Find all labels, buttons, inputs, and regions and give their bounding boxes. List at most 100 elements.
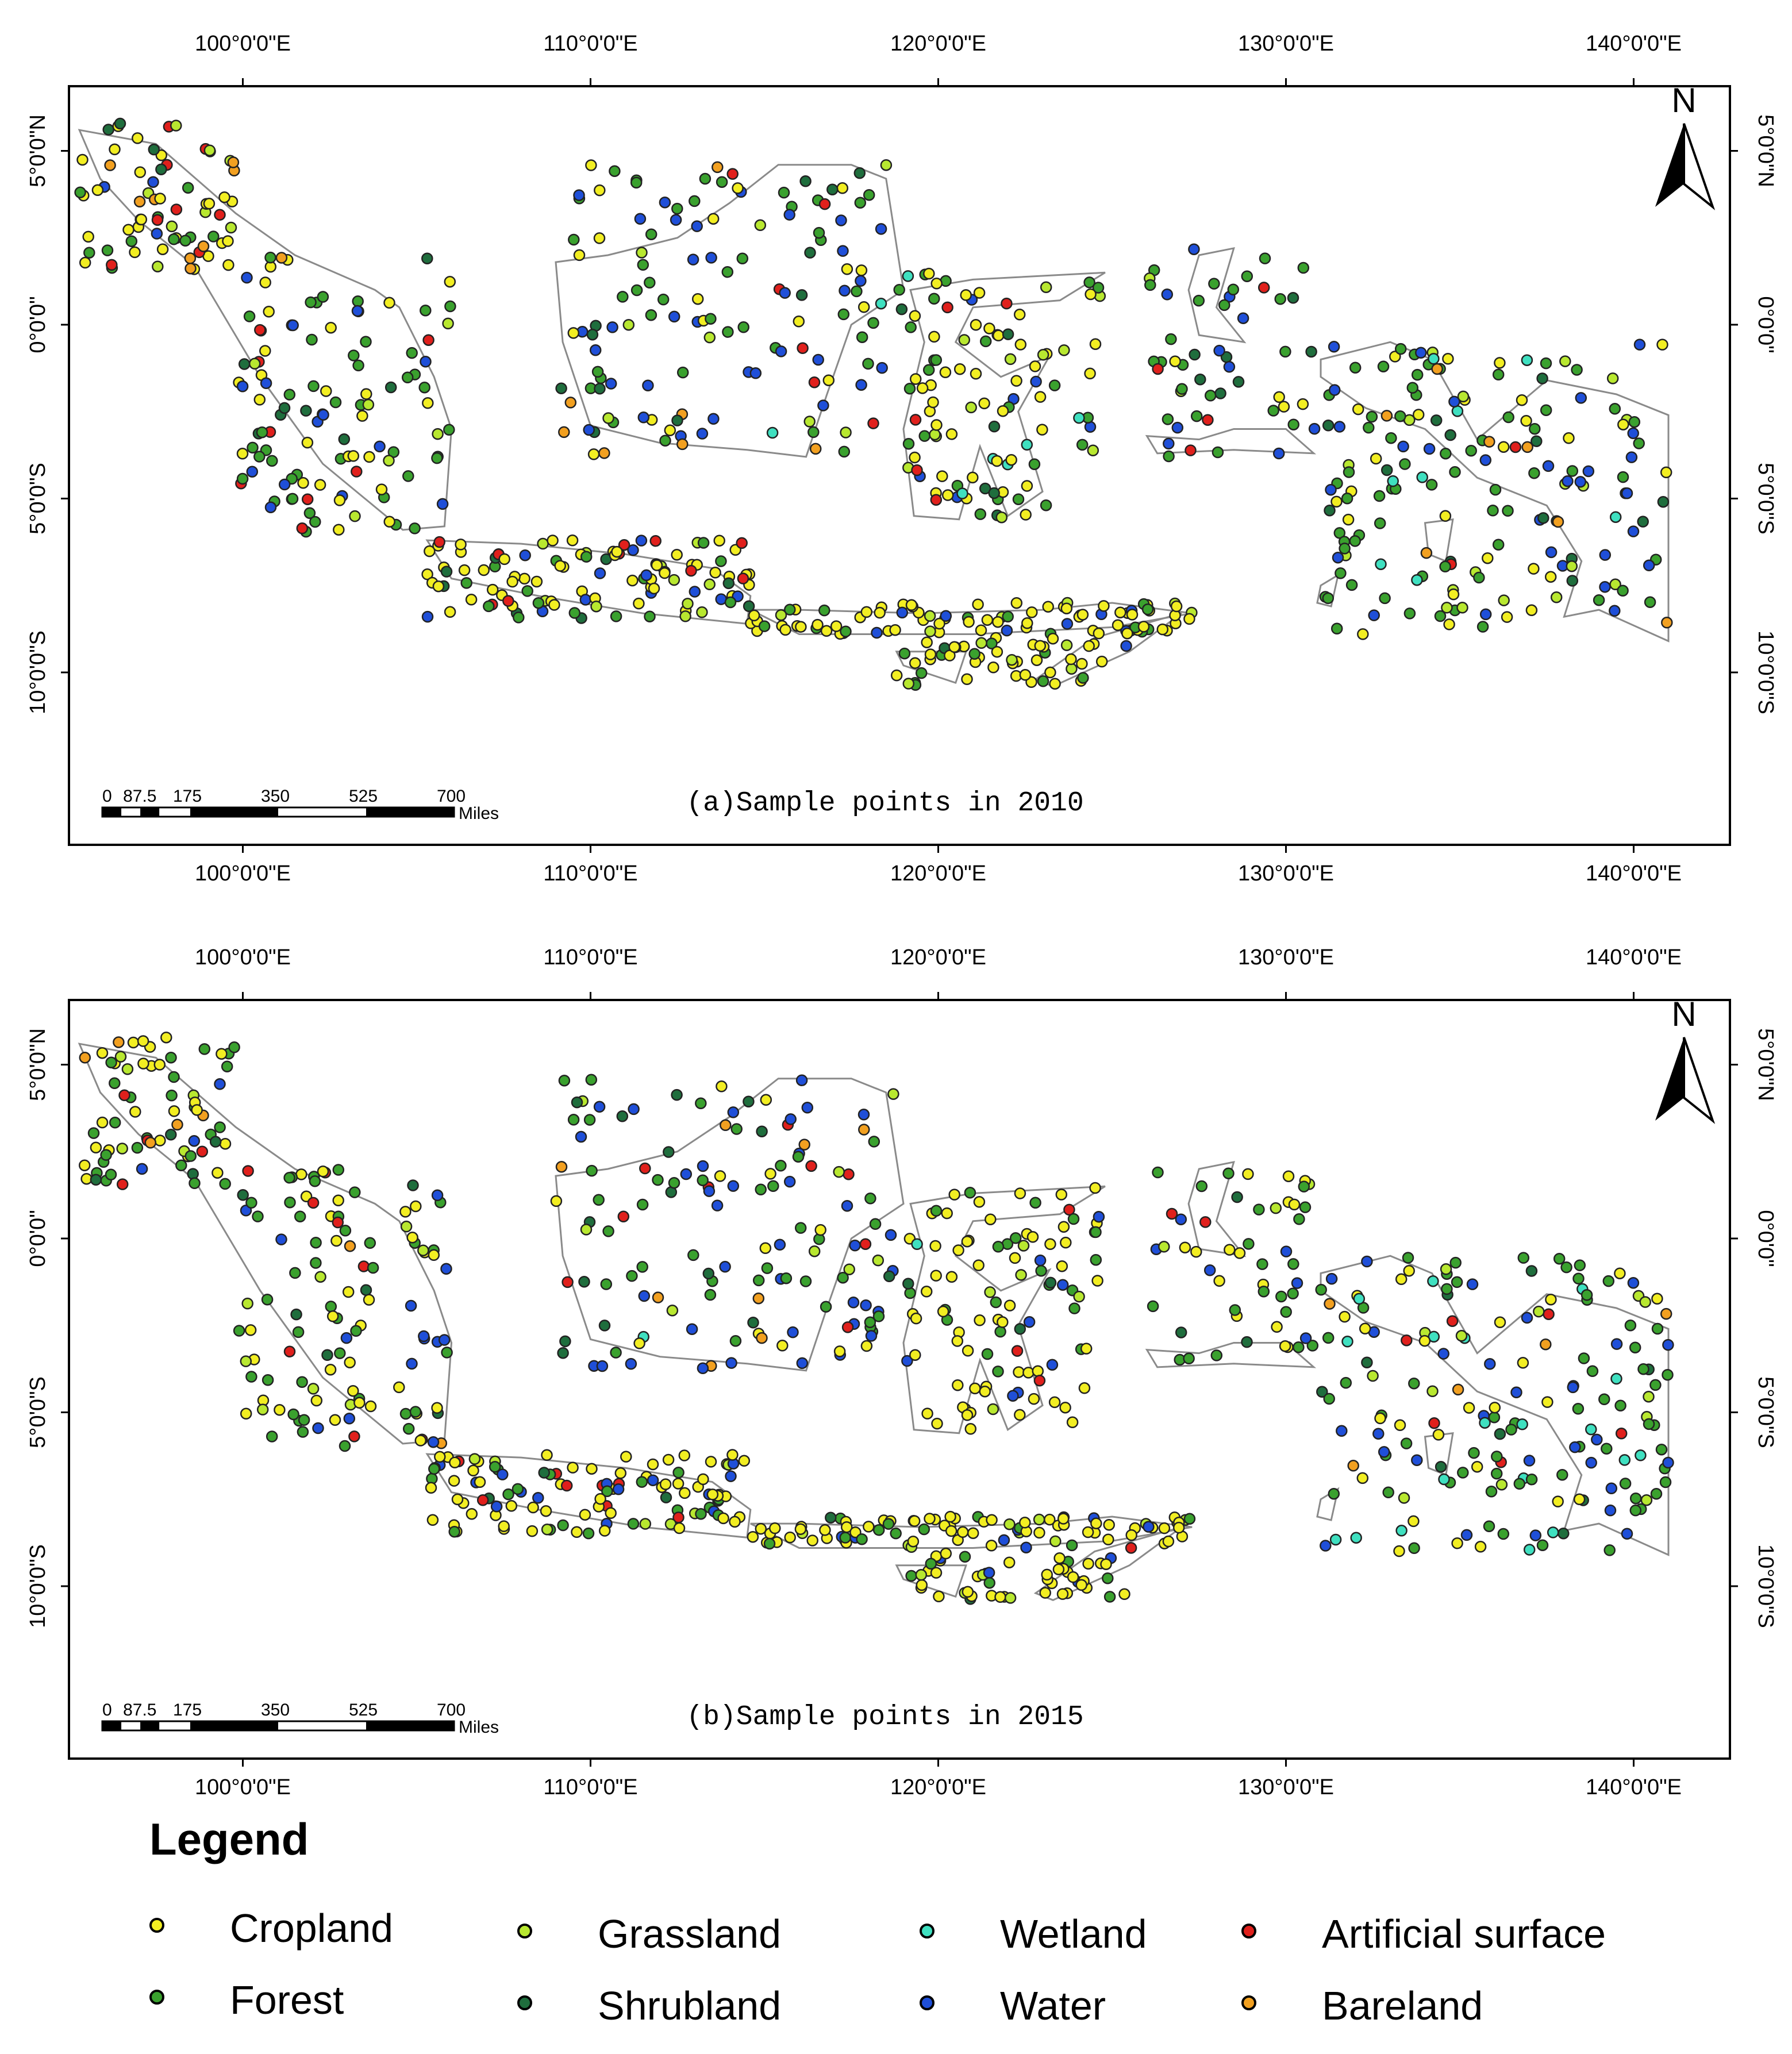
sample-point <box>1305 345 1317 358</box>
scale-bar-segment <box>102 1721 122 1730</box>
sample-point <box>1103 1591 1116 1603</box>
sample-point <box>598 1525 611 1537</box>
sample-point <box>1562 475 1574 487</box>
sample-point <box>1056 1279 1069 1291</box>
sample-point <box>290 1308 302 1321</box>
sample-point <box>1412 409 1425 421</box>
sample-point <box>266 455 278 467</box>
sample-point <box>691 293 704 305</box>
sample-point <box>649 534 662 547</box>
sample-point <box>1328 1487 1340 1500</box>
sample-point <box>1273 391 1285 403</box>
sample-point <box>306 333 318 346</box>
sample-point <box>113 1036 125 1048</box>
sample-point <box>321 1349 333 1361</box>
sample-point <box>1635 1449 1647 1461</box>
sample-point <box>928 293 940 305</box>
sample-point <box>519 549 531 561</box>
sample-point <box>187 1168 199 1180</box>
sample-point <box>748 609 760 622</box>
sample-point <box>317 409 329 421</box>
sample-point <box>833 1166 845 1178</box>
sample-point <box>1040 281 1052 294</box>
sample-point <box>1067 1213 1080 1225</box>
sample-point <box>1287 1287 1299 1300</box>
sample-point <box>817 399 829 411</box>
sample-point <box>1451 1276 1463 1288</box>
sample-point <box>1090 1517 1102 1529</box>
sample-point <box>1029 360 1041 372</box>
sample-point <box>822 374 835 386</box>
sample-point <box>432 428 444 440</box>
sample-point <box>909 373 922 385</box>
sample-point <box>241 271 253 284</box>
sample-point <box>1521 354 1533 366</box>
sample-point <box>1004 353 1017 366</box>
bottom-lon-label: 130°0'0"E <box>1238 1775 1334 1799</box>
sample-point <box>1529 1529 1542 1541</box>
top-lon-label: 130°0'0"E <box>1238 945 1334 970</box>
sample-point <box>931 1417 943 1430</box>
sample-point <box>647 1474 659 1486</box>
sample-point <box>1270 1202 1282 1214</box>
sample-point <box>1055 1188 1068 1201</box>
sample-point <box>826 183 839 195</box>
sample-point <box>1170 600 1183 613</box>
sample-point <box>1418 1334 1431 1347</box>
sample-point <box>1488 1411 1501 1424</box>
sample-point <box>622 318 635 331</box>
sample-point <box>1166 1207 1178 1220</box>
sample-point <box>1275 1290 1287 1303</box>
sample-point <box>937 1305 949 1318</box>
sample-point <box>247 441 259 454</box>
sample-point <box>636 1476 648 1488</box>
sample-point <box>242 1165 254 1177</box>
sample-point <box>594 567 606 579</box>
sample-point <box>221 1060 233 1072</box>
sample-point <box>1552 1495 1564 1507</box>
sample-point <box>1324 1298 1336 1310</box>
sample-point <box>203 198 216 210</box>
sample-point <box>298 1414 310 1426</box>
sample-point <box>636 247 648 259</box>
sample-point <box>425 1482 437 1494</box>
sample-point <box>1517 1357 1529 1369</box>
sample-point <box>406 1232 418 1244</box>
sample-point <box>171 1118 183 1131</box>
sample-point <box>795 1074 808 1086</box>
sample-point <box>1021 439 1033 451</box>
sample-point <box>1537 512 1549 524</box>
sample-point <box>1001 624 1013 637</box>
sample-point <box>924 1513 936 1525</box>
sample-point <box>1517 1252 1530 1264</box>
sample-point <box>902 678 915 690</box>
sample-point <box>887 1088 899 1100</box>
panel-caption: (b)Sample points in 2015 <box>686 1702 1083 1733</box>
legend-symbol-icon <box>920 1995 935 2010</box>
bottom-lon-label: 100°0'0"E <box>195 1775 291 1799</box>
sample-point <box>952 1379 964 1391</box>
sample-point <box>455 538 467 551</box>
sample-point <box>915 1569 928 1581</box>
sample-point <box>109 1077 121 1090</box>
sample-point <box>502 595 514 607</box>
sample-point <box>1529 422 1541 435</box>
sample-point <box>1490 1467 1503 1480</box>
sample-point <box>668 310 680 323</box>
sample-point <box>406 347 418 359</box>
sample-point <box>1271 1321 1283 1333</box>
left-lat-label: 0°0'0" <box>26 1210 50 1267</box>
sample-point <box>558 1074 571 1087</box>
sample-point <box>872 1310 885 1322</box>
sample-point <box>717 1512 729 1525</box>
sample-point <box>930 1205 943 1217</box>
sample-point <box>1158 1241 1170 1253</box>
sample-point <box>297 477 309 489</box>
sample-point <box>1001 297 1013 310</box>
sample-point <box>1179 1241 1191 1253</box>
sample-point <box>1400 1437 1413 1449</box>
sample-point <box>964 1423 977 1435</box>
sample-point <box>1144 279 1156 291</box>
sample-point <box>1382 1486 1394 1499</box>
sample-point <box>974 1314 986 1326</box>
